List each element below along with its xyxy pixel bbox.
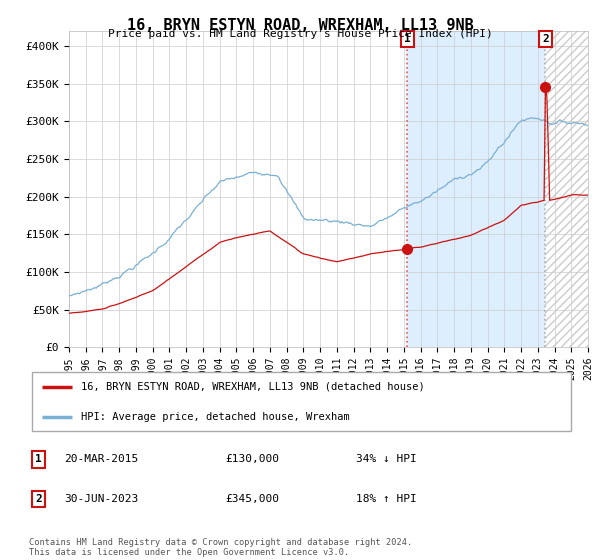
Text: HPI: Average price, detached house, Wrexham: HPI: Average price, detached house, Wrex…	[80, 412, 349, 422]
Text: 1: 1	[35, 454, 42, 464]
Text: £130,000: £130,000	[226, 454, 280, 464]
Bar	[407, 31, 545, 347]
Text: 16, BRYN ESTYN ROAD, WREXHAM, LL13 9NB: 16, BRYN ESTYN ROAD, WREXHAM, LL13 9NB	[127, 18, 473, 33]
Text: 1: 1	[404, 34, 411, 44]
Text: 20-MAR-2015: 20-MAR-2015	[64, 454, 139, 464]
Text: £345,000: £345,000	[226, 494, 280, 504]
FancyBboxPatch shape	[32, 372, 571, 431]
Text: 2: 2	[542, 34, 549, 44]
Text: 18% ↑ HPI: 18% ↑ HPI	[356, 494, 417, 504]
Text: 2: 2	[35, 494, 42, 504]
Text: 30-JUN-2023: 30-JUN-2023	[64, 494, 139, 504]
Text: 16, BRYN ESTYN ROAD, WREXHAM, LL13 9NB (detached house): 16, BRYN ESTYN ROAD, WREXHAM, LL13 9NB (…	[80, 382, 424, 392]
Text: Price paid vs. HM Land Registry's House Price Index (HPI): Price paid vs. HM Land Registry's House …	[107, 29, 493, 39]
Text: 34% ↓ HPI: 34% ↓ HPI	[356, 454, 417, 464]
Text: Contains HM Land Registry data © Crown copyright and database right 2024.
This d: Contains HM Land Registry data © Crown c…	[29, 538, 412, 557]
